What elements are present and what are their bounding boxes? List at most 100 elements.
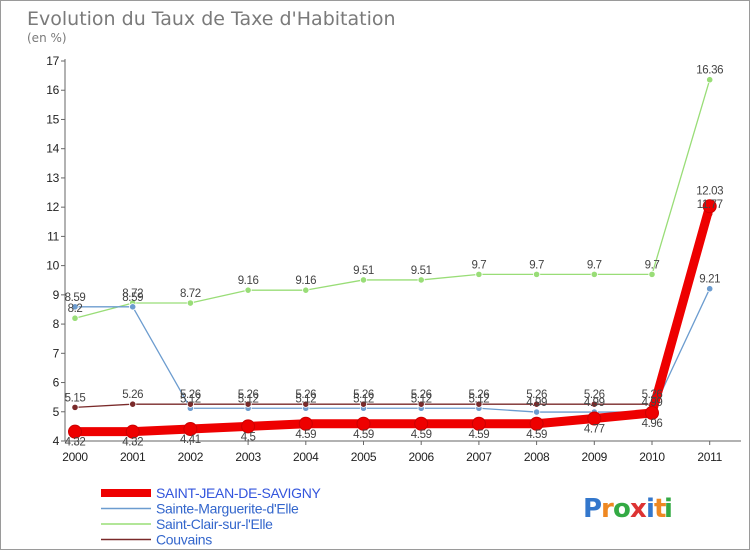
data-label: 5.12 [180, 393, 201, 405]
series-point-0 [702, 199, 717, 214]
data-label: 5.12 [238, 393, 259, 405]
y-tick-label: 11 [47, 229, 59, 243]
x-tick-label: 2010 [639, 450, 665, 464]
series-point-3 [532, 400, 541, 408]
data-label: 8.59 [65, 292, 86, 304]
data-label: 5.26 [411, 389, 432, 401]
series-point-0 [414, 416, 429, 431]
data-label: 4.99 [526, 397, 547, 409]
legend-label-3: Couvains [156, 532, 212, 548]
data-label: 4.96 [642, 418, 663, 430]
data-label: 4.59 [526, 429, 547, 441]
y-tick-label: 8 [53, 317, 60, 331]
y-tick-label: 15 [46, 112, 59, 126]
y-tick-label: 7 [53, 346, 60, 360]
y-tick-label: 5 [53, 405, 60, 419]
y-tick-label: 9 [53, 288, 60, 302]
series-point-0 [241, 419, 256, 434]
series-point-3 [129, 400, 137, 408]
data-label: 5.12 [469, 393, 490, 405]
y-tick-label: 12 [46, 200, 59, 214]
data-label: 9.7 [587, 259, 602, 271]
data-label: 9.51 [411, 265, 432, 277]
data-label: 4.41 [180, 434, 201, 446]
series-point-3 [244, 400, 252, 408]
series-point-2 [475, 270, 483, 278]
data-label: 4.59 [411, 429, 432, 441]
data-label: 11.77 [697, 199, 723, 211]
series-point-3 [359, 400, 368, 408]
data-label: 4.32 [122, 437, 143, 449]
series-point-0 [125, 424, 140, 439]
data-label: 5.12 [295, 393, 316, 405]
legend: SAINT-JEAN-DE-SAVIGNYSainte-Marguerite-d… [101, 485, 322, 548]
series-point-3 [590, 400, 598, 408]
data-label: 4.32 [65, 437, 86, 449]
series-point-2 [590, 270, 598, 278]
series-point-3 [71, 403, 79, 411]
data-label: 5.26 [122, 389, 143, 401]
series-point-1 [71, 303, 79, 311]
x-tick-label: 2000 [62, 450, 88, 464]
data-label: 5.26 [353, 389, 374, 401]
logo-letter: i [646, 494, 655, 524]
data-label: 4.99 [584, 397, 605, 409]
axes: 4 5 6 7 8 9 10 11 12 13 14 15 16 17 2000 2001 2002 2003 20… [46, 54, 741, 464]
y-tick-label: 4 [53, 434, 60, 448]
y-tick-label: 17 [46, 54, 59, 68]
data-label: 9.16 [238, 275, 259, 287]
series-point-0 [587, 411, 602, 426]
logo-letter: x [630, 494, 647, 524]
data-label: 16.36 [696, 65, 723, 77]
y-tick-label: 10 [46, 259, 59, 273]
series-point-0 [529, 416, 544, 431]
series-point-3 [186, 400, 194, 408]
series-point-2 [417, 276, 425, 284]
y-tick-label: 13 [46, 171, 59, 185]
data-label: 9.7 [472, 259, 487, 271]
data-label: 5.26 [584, 389, 605, 401]
data-label: 4.99 [642, 397, 663, 409]
series-layer [68, 76, 717, 439]
data-label: 8.59 [122, 292, 143, 304]
series-point-3 [475, 400, 483, 408]
series-point-2 [648, 270, 656, 278]
x-tick-label: 2004 [293, 450, 319, 464]
series-point-2 [71, 314, 79, 322]
x-tick-label: 2006 [408, 450, 434, 464]
data-label: 9.7 [529, 259, 544, 271]
logo-letter: o [613, 494, 631, 524]
legend-label-1: Sainte-Marguerite-d'Elle [156, 501, 299, 517]
series-point-2 [532, 270, 541, 278]
y-tick-label: 14 [46, 142, 59, 156]
series-point-3 [417, 400, 425, 408]
logo-letter: r [601, 494, 614, 524]
data-label: 4.59 [469, 429, 490, 441]
data-label: 5.26 [469, 389, 490, 401]
data-label: 5.15 [65, 392, 86, 404]
data-labels: 4.32 4.32 4.41 4.5 4.59 4.59 4.59 4.59 4.59 4.77 4… [65, 65, 724, 449]
data-label: 12.03 [696, 185, 723, 197]
series-line-2 [74, 79, 711, 319]
chart-title: Evolution du Taux de Taxe d'Habitation [27, 8, 396, 30]
series-point-3 [302, 400, 310, 408]
series-point-0 [471, 416, 486, 431]
logo-letter: P [583, 494, 602, 524]
series-line-3 [74, 213, 711, 409]
data-label: 4.59 [295, 429, 316, 441]
data-label: 9.16 [295, 275, 316, 287]
x-tick-label: 2009 [582, 450, 608, 464]
y-tick-label: 16 [46, 83, 59, 97]
series-point-2 [186, 299, 194, 307]
logo-letter: t [654, 494, 666, 524]
x-tick-label: 2003 [235, 450, 261, 464]
data-label: 9.7 [645, 259, 660, 271]
legend-label-2: Saint-Clair-sur-l'Elle [156, 516, 273, 532]
data-label: 5.26 [238, 389, 259, 401]
proxiti-logo: Pr o x i ti [583, 494, 673, 524]
data-label: 5.26 [295, 389, 316, 401]
x-tick-label: 2001 [120, 450, 146, 464]
series-point-0 [68, 424, 82, 439]
